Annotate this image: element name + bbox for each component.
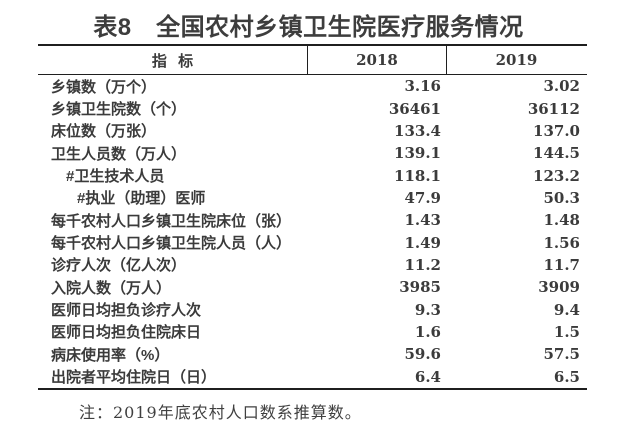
row-value-2019: 137.0 <box>533 121 580 140</box>
row-value-2019: 36112 <box>527 99 580 118</box>
page-title: 表8 全国农村乡镇卫生院医疗服务情况 <box>93 14 524 41</box>
row-value-2018: 47.9 <box>404 188 441 207</box>
row-value-2019: 3909 <box>538 278 580 297</box>
row-value-2018: 1.43 <box>404 211 441 230</box>
header-year-2019: 2019 <box>446 46 586 74</box>
table-row: 医师日均担负诊疗人次 9.3 9.4 <box>38 298 587 320</box>
row-value-2018: 6.4 <box>414 367 441 386</box>
row-label: 医师日均担负住院床日 <box>51 324 202 342</box>
row-value-2019: 50.3 <box>543 188 580 207</box>
row-value-2019: 11.7 <box>543 255 580 274</box>
row-label: 诊疗人次（亿人次） <box>51 257 187 275</box>
row-value-2018: 118.1 <box>394 166 441 185</box>
row-label: 床位数（万张） <box>51 123 157 141</box>
stats-table: 指 标 2018 2019 乡镇数（万个） 3.16 3.02 乡镇卫生院数（个… <box>38 44 587 390</box>
table-row: #执业（助理）医师 47.9 50.3 <box>38 187 587 209</box>
row-label: 每千农村人口乡镇卫生院人员（人） <box>51 235 292 253</box>
row-value-2019: 1.5 <box>553 322 580 341</box>
table-row: 每千农村人口乡镇卫生院人员（人） 1.49 1.56 <box>38 231 587 253</box>
table-body: 乡镇数（万个） 3.16 3.02 乡镇卫生院数（个） 36461 36112 … <box>38 75 587 388</box>
row-value-2018: 59.6 <box>404 345 441 364</box>
row-value-2019: 1.56 <box>543 233 580 252</box>
table-row: 诊疗人次（亿人次） 11.2 11.7 <box>38 254 587 276</box>
table-row: 入院人数（万人） 3985 3909 <box>38 276 587 298</box>
row-value-2019: 3.02 <box>543 77 580 96</box>
row-label: 入院人数（万人） <box>51 279 172 297</box>
header-year-2018: 2018 <box>307 46 446 74</box>
table-row: #卫生技术人员 118.1 123.2 <box>38 164 587 186</box>
row-value-2018: 36461 <box>388 99 441 118</box>
row-value-2018: 3.16 <box>404 77 441 96</box>
row-value-2019: 57.5 <box>543 345 580 364</box>
row-value-2018: 1.49 <box>404 233 441 252</box>
table-row: 乡镇数（万个） 3.16 3.02 <box>38 75 587 97</box>
row-value-2019: 144.5 <box>533 144 580 163</box>
row-label: 乡镇数（万个） <box>51 78 157 96</box>
table-note: 注：2019年底农村人口数系推算数。 <box>79 403 362 422</box>
table-header-row: 指 标 2018 2019 <box>38 46 587 75</box>
table-row: 出院者平均住院日（日） 6.4 6.5 <box>38 365 587 387</box>
row-label: 出院者平均住院日（日） <box>51 369 217 387</box>
row-label: #执业（助理）医师 <box>77 190 206 208</box>
table-row: 乡镇卫生院数（个） 36461 36112 <box>38 97 587 119</box>
row-value-2018: 11.2 <box>404 255 441 274</box>
row-value-2018: 133.4 <box>394 121 441 140</box>
row-label: #卫生技术人员 <box>66 168 165 186</box>
row-value-2019: 9.4 <box>553 300 580 319</box>
row-value-2019: 6.5 <box>553 367 580 386</box>
row-value-2019: 123.2 <box>533 166 580 185</box>
row-label: 每千农村人口乡镇卫生院床位（张） <box>51 212 292 230</box>
table-row: 卫生人员数（万人） 139.1 144.5 <box>38 142 587 164</box>
table-row: 每千农村人口乡镇卫生院床位（张） 1.43 1.48 <box>38 209 587 231</box>
row-value-2018: 1.6 <box>414 322 441 341</box>
row-value-2018: 9.3 <box>414 300 441 319</box>
row-value-2018: 3985 <box>399 278 441 297</box>
table-row: 医师日均担负住院床日 1.6 1.5 <box>38 321 587 343</box>
row-value-2018: 139.1 <box>394 144 441 163</box>
row-label: 病床使用率（%） <box>51 346 170 364</box>
row-value-2019: 1.48 <box>543 211 580 230</box>
row-label: 乡镇卫生院数（个） <box>51 101 187 119</box>
table-row: 床位数（万张） 133.4 137.0 <box>38 120 587 142</box>
row-label: 卫生人员数（万人） <box>51 145 187 163</box>
table-row: 病床使用率（%） 59.6 57.5 <box>38 343 587 365</box>
header-indicator: 指 标 <box>151 52 194 70</box>
row-label: 医师日均担负诊疗人次 <box>51 302 202 320</box>
